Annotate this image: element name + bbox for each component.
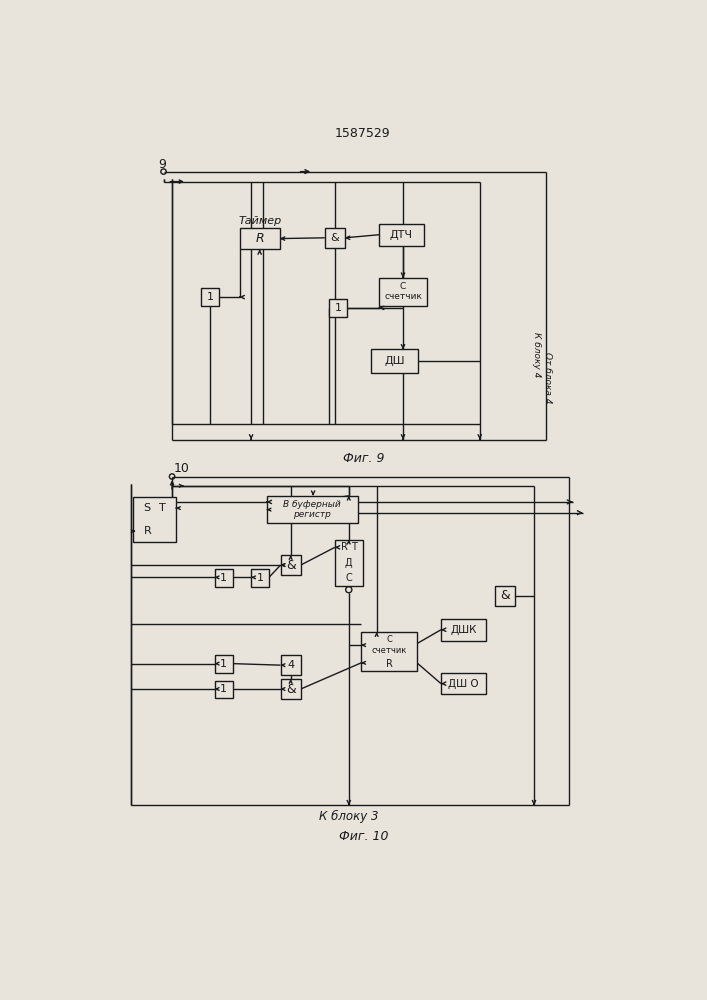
Bar bbox=[441, 673, 486, 694]
Text: R: R bbox=[385, 659, 392, 669]
Bar bbox=[251, 569, 269, 587]
Bar bbox=[215, 681, 233, 698]
Text: 1: 1 bbox=[220, 684, 227, 694]
Text: &: & bbox=[286, 559, 296, 572]
Text: С
счетчик: С счетчик bbox=[371, 635, 407, 655]
Text: 1: 1 bbox=[220, 573, 227, 583]
Bar bbox=[495, 586, 515, 606]
Text: 1: 1 bbox=[257, 573, 264, 583]
Bar bbox=[240, 228, 280, 249]
Bar bbox=[201, 288, 219, 306]
Bar bbox=[361, 632, 417, 671]
Text: ДШ: ДШ bbox=[384, 356, 404, 366]
Bar bbox=[335, 540, 363, 586]
Text: R: R bbox=[144, 526, 151, 536]
Text: &: & bbox=[286, 683, 296, 696]
Bar bbox=[215, 655, 233, 673]
Text: 10: 10 bbox=[174, 462, 189, 475]
Text: Фиг. 10: Фиг. 10 bbox=[339, 830, 388, 843]
Text: &: & bbox=[330, 233, 339, 243]
Text: Таймер: Таймер bbox=[238, 216, 281, 226]
Bar bbox=[371, 349, 418, 373]
Text: R: R bbox=[255, 232, 264, 245]
Bar bbox=[281, 679, 300, 699]
Text: С
счетчик: С счетчик bbox=[384, 282, 422, 301]
Text: T: T bbox=[351, 542, 357, 552]
Text: 1: 1 bbox=[334, 303, 341, 313]
Text: T: T bbox=[159, 503, 166, 513]
Text: Фиг. 9: Фиг. 9 bbox=[343, 452, 384, 465]
Text: 1: 1 bbox=[206, 292, 214, 302]
Text: &: & bbox=[501, 589, 510, 602]
Text: В буферный
регистр: В буферный регистр bbox=[284, 500, 341, 519]
Text: Д: Д bbox=[345, 558, 353, 568]
Text: S: S bbox=[144, 503, 151, 513]
Text: К блоку 4: К блоку 4 bbox=[532, 332, 541, 378]
Text: 1: 1 bbox=[220, 659, 227, 669]
Text: C: C bbox=[346, 573, 352, 583]
Text: R: R bbox=[341, 542, 349, 552]
Bar bbox=[325, 228, 345, 248]
Text: 1587529: 1587529 bbox=[335, 127, 390, 140]
Text: К блоку 3: К блоку 3 bbox=[319, 810, 378, 823]
Bar bbox=[215, 569, 233, 587]
Bar bbox=[441, 619, 486, 641]
Text: ДТЧ: ДТЧ bbox=[390, 230, 413, 240]
Text: 4: 4 bbox=[287, 660, 294, 670]
Bar bbox=[379, 224, 424, 246]
Bar bbox=[267, 496, 358, 523]
Bar bbox=[329, 299, 347, 317]
Text: ДШК: ДШК bbox=[450, 625, 477, 635]
Bar bbox=[134, 497, 176, 542]
Bar bbox=[281, 655, 300, 675]
Bar bbox=[281, 555, 300, 575]
Bar bbox=[379, 278, 427, 306]
Text: ДШ О: ДШ О bbox=[448, 679, 479, 689]
Text: 9: 9 bbox=[158, 158, 166, 171]
Text: От блока 4: От блока 4 bbox=[544, 352, 552, 404]
